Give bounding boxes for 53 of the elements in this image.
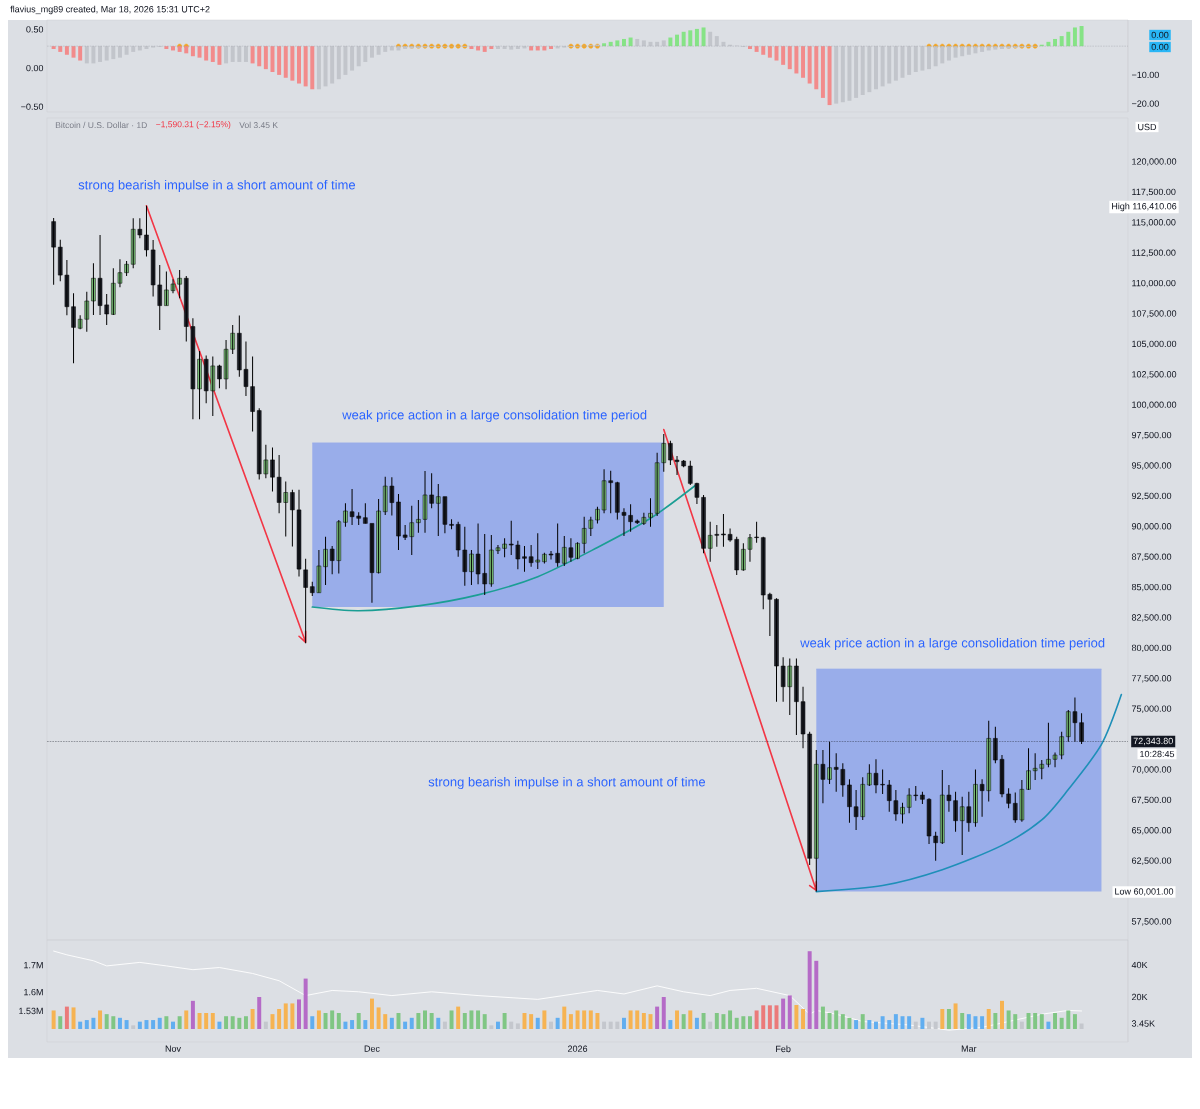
x-tick-label: Feb xyxy=(776,1045,791,1053)
y-tick-label: 95,000.00 xyxy=(1131,462,1172,470)
text: USD xyxy=(1138,123,1157,131)
y-tick-label: 105,000.00 xyxy=(1132,340,1177,349)
y-tick-label: 97,500.00 xyxy=(1131,431,1172,440)
x-tick-label: Mar xyxy=(961,1045,977,1052)
y-tick-label: 80,000.00 xyxy=(1131,644,1172,653)
y-tick-label: 102,500.00 xyxy=(1132,371,1177,379)
y2-tick-label: 3.45K xyxy=(1131,1020,1155,1027)
y-tick-label: 0.50 xyxy=(26,26,44,33)
annotation: Low 60,001.00 xyxy=(1115,888,1174,896)
y-tick-label: 85,000.00 xyxy=(1131,583,1172,592)
y-tick-label: 90,000.00 xyxy=(1131,523,1172,531)
y-tick-label: 1.53M xyxy=(19,1007,43,1015)
x-tick-label: 2026 xyxy=(567,1045,588,1052)
y-tick-label: 57,500.00 xyxy=(1131,918,1172,926)
y-tick-label: 75,000.00 xyxy=(1131,705,1172,713)
y-tick-label: 110,000.00 xyxy=(1132,279,1176,288)
y2-tick-label: 40K xyxy=(1131,961,1148,969)
y2-tick-label: −20.00 xyxy=(1131,100,1159,107)
y-tick-label: 87,500.00 xyxy=(1131,553,1172,561)
y-tick-label: 117,500.00 xyxy=(1132,188,1176,197)
y-tick-label: 92,500.00 xyxy=(1131,492,1172,501)
y-tick-label: 70,000.00 xyxy=(1131,766,1172,774)
ref-line-label: 72,343.80 xyxy=(1133,737,1173,746)
y2-tick-label: −10.00 xyxy=(1131,71,1159,79)
annotation: High 116,410.06 xyxy=(1112,202,1177,212)
y-tick-label: 1.6M xyxy=(24,988,43,996)
annotation: −1,590.31 (−2.15%) xyxy=(156,121,231,129)
y-tick-label: 1.7M xyxy=(24,962,43,969)
annotation: weak price action in a large consolidation time period xyxy=(800,637,1105,651)
y2-tick-label: 20K xyxy=(1131,993,1148,1001)
y-tick-label: 100,000.00 xyxy=(1132,401,1177,409)
annotation: strong bearish impulse in a short amount of time xyxy=(78,179,356,193)
y-tick-label: 67,500.00 xyxy=(1131,796,1172,805)
y-tick-label: −0.50 xyxy=(21,103,44,110)
y-tick-label: 112,500.00 xyxy=(1132,249,1176,257)
x-tick-label: Nov xyxy=(165,1045,181,1052)
annotation: Vol 3.45 K xyxy=(239,121,278,129)
x-tick-label: Dec xyxy=(364,1045,380,1052)
y-tick-label: 120,000.00 xyxy=(1132,158,1177,166)
y-tick-label: 62,500.00 xyxy=(1131,857,1172,865)
y-tick-label: 77,500.00 xyxy=(1131,675,1172,683)
chart-title: Bitcoin / U.S. Dollar · 1D xyxy=(55,121,147,129)
y-tick-label: 0.00 xyxy=(26,64,44,72)
y-tick-label: 65,000.00 xyxy=(1131,827,1172,835)
annotation: strong bearish impulse in a short amount of time xyxy=(428,776,706,790)
text: 10:28:45 xyxy=(1140,750,1175,758)
chart-title: flavius_mg89 created, Mar 18, 2026 15:31 UTC+2 xyxy=(10,5,210,15)
annotation: weak price action in a large consolidation time period xyxy=(342,409,647,423)
y-tick-label: 107,500.00 xyxy=(1132,310,1177,318)
y-tick-label: 82,500.00 xyxy=(1131,614,1172,622)
y-tick-label: 115,000.00 xyxy=(1132,219,1176,227)
